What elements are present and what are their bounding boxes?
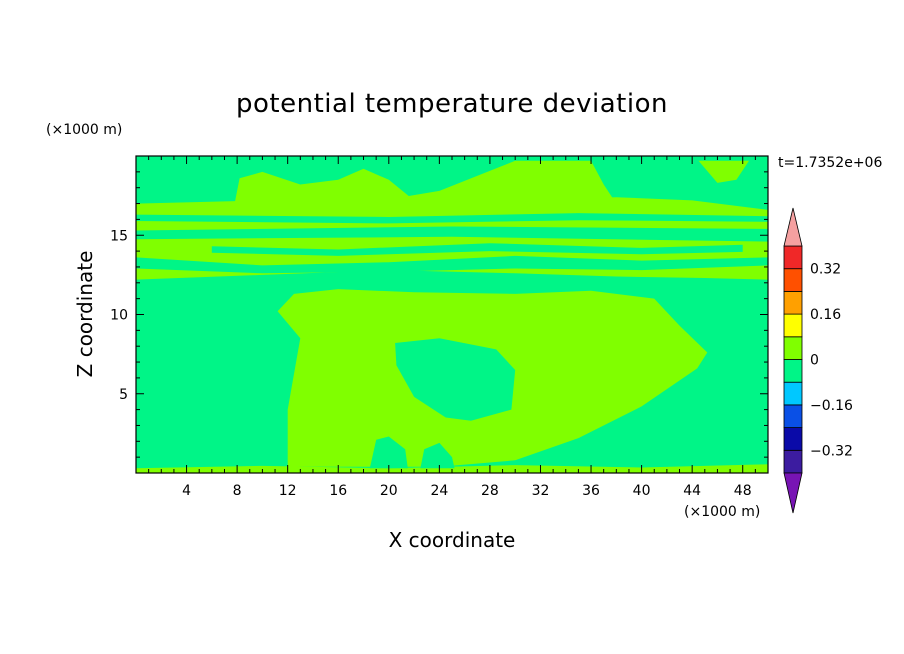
- time-label: t=1.7352e+06: [778, 155, 882, 171]
- colorbar-segment: [783, 381, 803, 406]
- chart-title: potential temperature deviation: [236, 89, 668, 119]
- y-unit-label: (×1000 m): [46, 122, 122, 138]
- x-tick-label: 36: [582, 483, 600, 499]
- colorbar-tick-label: 0: [810, 353, 819, 369]
- colorbar-tick-label: −0.16: [810, 398, 853, 414]
- colorbar-under-triangle: [783, 472, 803, 514]
- colorbar-tick-label: 0.16: [810, 307, 841, 323]
- x-tick-label: 40: [633, 483, 651, 499]
- colorbar-segment: [783, 404, 803, 428]
- x-tick-label: 8: [233, 483, 242, 499]
- top-warm-blob-2: [363, 160, 617, 204]
- cool-streak-16: [136, 213, 768, 224]
- x-tick-label: 32: [532, 483, 550, 499]
- x-tick-label: 16: [329, 483, 347, 499]
- x-tick-label: 28: [481, 483, 499, 499]
- x-tick-label: 24: [430, 483, 448, 499]
- central-cool-pocket: [395, 338, 516, 421]
- colorbar-segment: [783, 359, 803, 383]
- colorbar-segment: [783, 449, 803, 474]
- colorbar-segment: [783, 313, 803, 338]
- y-axis-ticks: 5 10 15: [110, 171, 768, 458]
- cool-streak-14: [211, 243, 743, 256]
- x-tick-label: 4: [182, 483, 191, 499]
- x-unit-label: (×1000 m): [684, 504, 760, 520]
- x-tick-label: 44: [683, 483, 701, 499]
- colorbar-tick-label: 0.32: [810, 262, 841, 278]
- y-tick-label: 15: [110, 228, 128, 244]
- x-tick-label: 20: [380, 483, 398, 499]
- y-tick-label: 5: [119, 387, 128, 403]
- colorbar-segment: [783, 290, 803, 315]
- x-tick-label: 48: [734, 483, 752, 499]
- colorbar-segment: [783, 268, 803, 292]
- x-axis-label: X coordinate: [389, 528, 516, 552]
- cool-streak-13: [136, 255, 768, 274]
- plot-area: [135, 155, 769, 474]
- y-axis-label: Z coordinate: [73, 251, 97, 378]
- y-tick-label: 10: [110, 308, 128, 324]
- cool-streak-15: [136, 226, 768, 242]
- colorbar-segment: [783, 427, 803, 451]
- bottom-cool-bump-2: [420, 442, 455, 469]
- x-tick-label: 12: [279, 483, 297, 499]
- colorbar-segment: [783, 336, 803, 360]
- upper-right-warm-patch: [698, 160, 749, 183]
- x-axis-ticks: 4 8 12 16 20 24 28 32 36 40 44 48: [148, 156, 756, 499]
- bottom-warm-strip: [136, 464, 768, 473]
- colorbar: −0.32 −0.16 0 0.16 0.32: [783, 207, 853, 514]
- top-warm-blob-1: [234, 168, 415, 204]
- colorbar-segment: [783, 245, 803, 270]
- colorbar-over-triangle: [783, 207, 803, 247]
- colorbar-tick-label: −0.32: [810, 443, 853, 459]
- bottom-cool-bump-1: [369, 436, 408, 469]
